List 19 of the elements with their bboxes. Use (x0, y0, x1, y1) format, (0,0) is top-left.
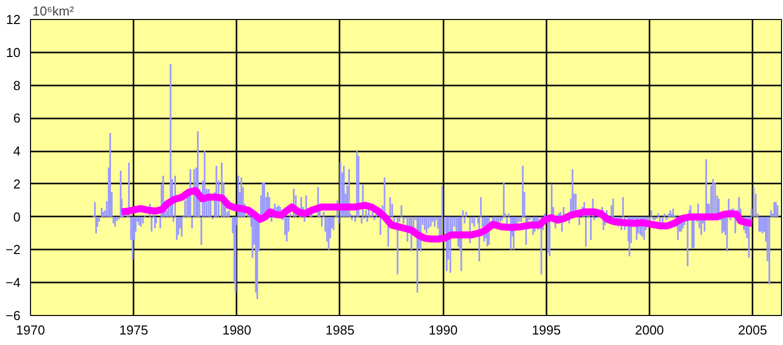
x-tick-label: 1970 (16, 322, 45, 338)
y-tick-label: 10 (6, 44, 21, 60)
y-tick-label: −2 (6, 242, 21, 258)
x-tick-label: 2000 (634, 322, 664, 338)
y-tick-label: 0 (13, 209, 21, 224)
x-tick-label: 1990 (428, 322, 458, 338)
y-tick-label: 2 (13, 176, 21, 192)
y-tick-label: −4 (6, 275, 21, 290)
x-tick-label: 1985 (326, 322, 354, 338)
y-tick-label: 8 (13, 78, 21, 93)
y-tick-label: 4 (13, 144, 21, 159)
y-tick-label: 12 (6, 12, 21, 27)
y-tick-label: −6 (6, 308, 21, 323)
x-tick-label: 1995 (532, 322, 561, 338)
x-tick-label: 1980 (222, 322, 252, 338)
x-tick-label: 2005 (738, 322, 768, 338)
x-tick-label: 1975 (119, 322, 148, 338)
y-axis-title: 10⁶km² (32, 4, 75, 18)
y-tick-label: 6 (13, 110, 21, 126)
